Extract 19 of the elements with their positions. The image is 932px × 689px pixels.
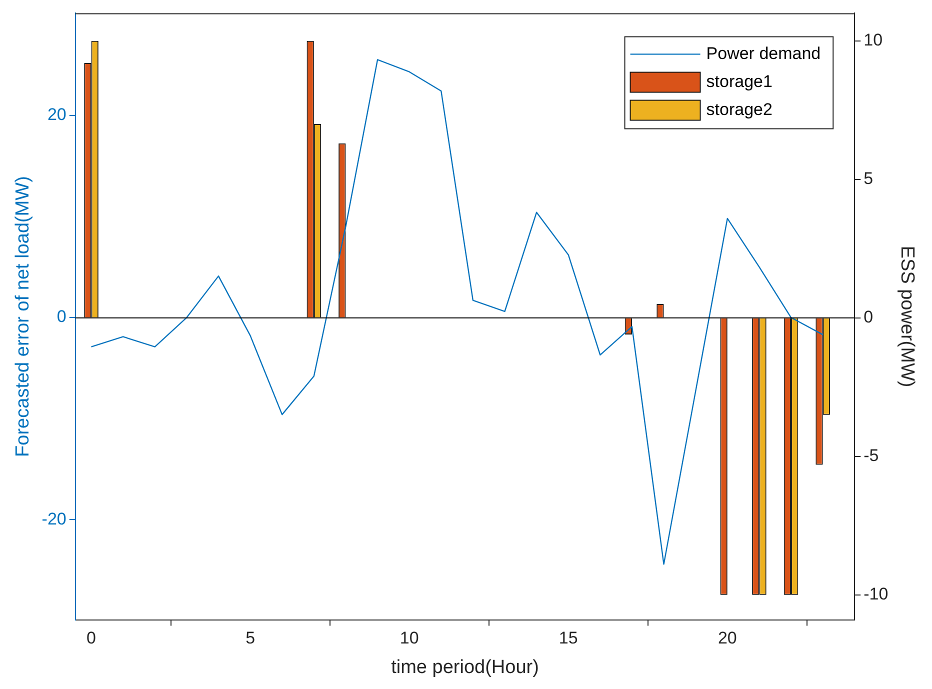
x-tick-label: 10 (400, 628, 419, 648)
legend-label: storage2 (706, 100, 772, 119)
y2-axis-title: ESS power(MW) (896, 246, 918, 388)
legend-label: storage1 (706, 72, 772, 91)
y2-tick-label: 5 (864, 169, 874, 188)
legend-label: Power demand (706, 44, 821, 63)
y-axis-title: Forecasted error of net load(MW) (12, 176, 34, 457)
y-tick-label: 20 (47, 105, 66, 124)
y2-tick-label: -5 (864, 446, 879, 466)
y-tick-label: -20 (42, 509, 66, 528)
y-tick-label: 0 (56, 307, 66, 326)
y2-tick-label: 0 (864, 308, 874, 327)
y2-tick-label: 10 (864, 30, 883, 50)
y2-tick-label: -10 (864, 584, 888, 604)
x-tick-label: 15 (558, 628, 578, 648)
x-tick-label: 20 (718, 628, 737, 648)
x-tick-label: 5 (246, 628, 256, 648)
x-axis-title: time period(Hour) (391, 656, 539, 678)
x-tick-label: 0 (86, 628, 96, 648)
